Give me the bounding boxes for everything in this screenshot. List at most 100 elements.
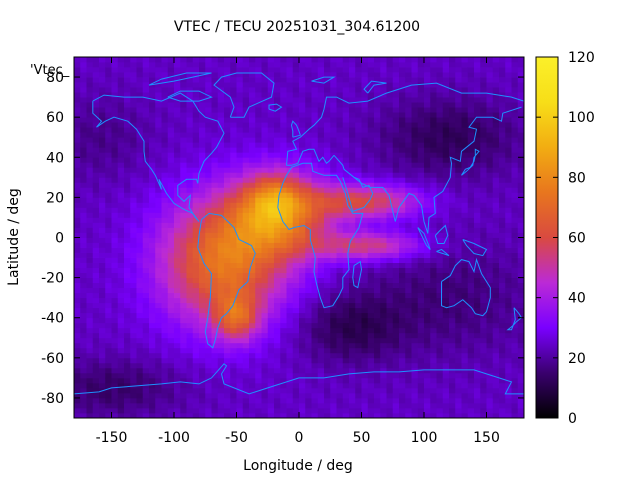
heatmap-cell — [230, 277, 237, 284]
heatmap-cell — [161, 262, 169, 268]
heatmap-cell — [349, 302, 356, 309]
heatmap-cell — [236, 182, 244, 188]
heatmap-cell — [292, 262, 300, 268]
heatmap-cell — [92, 242, 100, 248]
heatmap-cell — [236, 212, 244, 218]
heatmap-cell — [430, 57, 437, 63]
heatmap-cell — [492, 157, 500, 163]
heatmap-cell — [411, 107, 419, 113]
heatmap-cell — [117, 202, 125, 208]
heatmap-cell — [224, 237, 231, 243]
heatmap-cell — [424, 297, 431, 304]
heatmap-cell — [274, 412, 281, 418]
heatmap-cell — [505, 322, 512, 329]
heatmap-cell — [80, 322, 87, 329]
heatmap-cell — [280, 257, 287, 263]
heatmap-cell — [142, 312, 150, 319]
heatmap-cell — [130, 157, 137, 163]
heatmap-cell — [430, 307, 437, 314]
heatmap-cell — [230, 72, 237, 78]
heatmap-cell — [342, 357, 350, 364]
heatmap-cell — [117, 377, 125, 384]
heatmap-cell — [211, 297, 219, 304]
heatmap-cell — [99, 197, 106, 203]
heatmap-cell — [386, 107, 394, 113]
heatmap-cell — [224, 287, 231, 294]
heatmap-cell — [355, 222, 362, 228]
heatmap-cell — [317, 257, 325, 263]
heatmap-cell — [386, 252, 394, 258]
heatmap-cell — [361, 292, 369, 299]
heatmap-cell — [261, 257, 269, 263]
heatmap-cell — [499, 287, 506, 294]
heatmap-cell — [236, 147, 244, 153]
heatmap-cell — [449, 262, 456, 268]
heatmap-cell — [461, 207, 469, 213]
heatmap-cell — [92, 107, 100, 113]
heatmap-cell — [186, 137, 194, 143]
heatmap-cell — [449, 367, 456, 374]
heatmap-cell — [261, 352, 269, 359]
heatmap-cell — [399, 127, 406, 133]
heatmap-cell — [99, 287, 106, 294]
heatmap-cell — [480, 77, 487, 83]
heatmap-cell — [130, 327, 137, 334]
heatmap-cell — [99, 412, 106, 418]
heatmap-cell — [292, 242, 300, 248]
heatmap-cell — [161, 302, 169, 309]
heatmap-cell — [92, 227, 100, 233]
heatmap-cell — [405, 397, 412, 404]
heatmap-cell — [330, 287, 337, 294]
heatmap-cell — [317, 317, 325, 324]
heatmap-cell — [492, 212, 500, 218]
heatmap-cell — [105, 192, 112, 198]
heatmap-cell — [392, 187, 400, 193]
heatmap-cell — [274, 247, 281, 253]
heatmap-cell — [136, 77, 144, 83]
heatmap-cell — [405, 157, 412, 163]
heatmap-cell — [474, 162, 481, 168]
heatmap-cell — [111, 242, 119, 248]
heatmap-cell — [74, 207, 81, 213]
heatmap-cell — [249, 207, 256, 213]
heatmap-cell — [142, 62, 150, 68]
heatmap-cell — [180, 397, 187, 404]
heatmap-cell — [199, 77, 206, 83]
heatmap-cell — [436, 87, 444, 93]
heatmap-cell — [80, 372, 87, 379]
heatmap-cell — [461, 387, 469, 394]
heatmap-cell — [436, 322, 444, 329]
heatmap-cell — [242, 147, 250, 153]
heatmap-cell — [330, 317, 337, 324]
heatmap-cell — [136, 112, 144, 118]
heatmap-cell — [405, 127, 412, 133]
heatmap-cell — [230, 212, 237, 218]
heatmap-cell — [492, 152, 500, 158]
heatmap-cell — [117, 267, 125, 273]
heatmap-cell — [92, 412, 100, 418]
heatmap-cell — [99, 347, 106, 354]
heatmap-cell — [136, 137, 144, 143]
heatmap-cell — [336, 332, 344, 339]
heatmap-cell — [117, 412, 125, 418]
heatmap-cell — [155, 307, 162, 314]
heatmap-cell — [280, 202, 287, 208]
heatmap-cell — [442, 177, 450, 183]
heatmap-cell — [411, 57, 419, 63]
heatmap-cell — [461, 407, 469, 414]
heatmap-cell — [311, 97, 319, 103]
heatmap-cell — [267, 232, 275, 238]
heatmap-cell — [386, 302, 394, 309]
heatmap-cell — [449, 227, 456, 233]
heatmap-cell — [380, 227, 387, 233]
heatmap-cell — [342, 142, 350, 148]
heatmap-cell — [317, 122, 325, 128]
heatmap-cell — [442, 157, 450, 163]
heatmap-cell — [311, 142, 319, 148]
heatmap-cell — [180, 377, 187, 384]
heatmap-cell — [161, 122, 169, 128]
heatmap-cell — [80, 367, 87, 374]
heatmap-cell — [311, 382, 319, 389]
heatmap-cell — [405, 317, 412, 324]
heatmap-cell — [492, 97, 500, 103]
